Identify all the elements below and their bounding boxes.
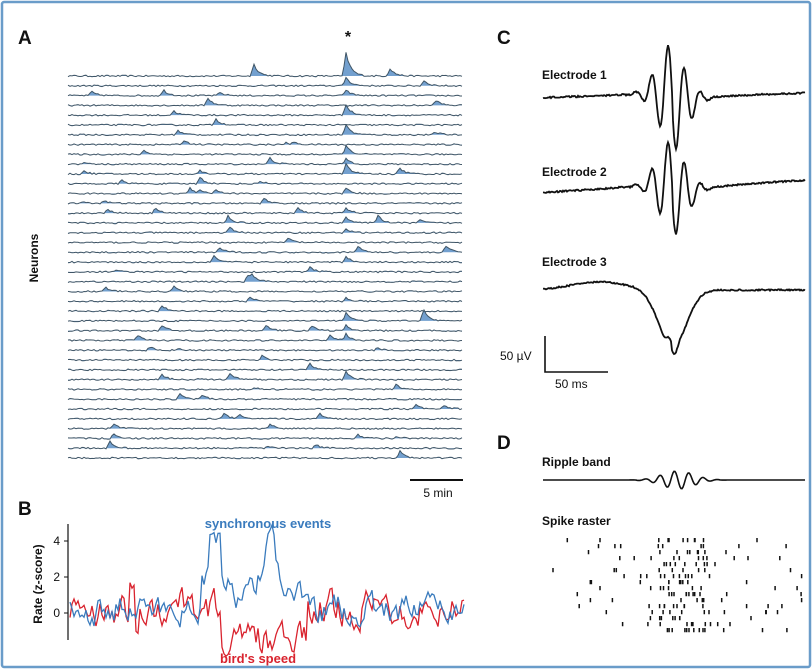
neuron-trace bbox=[67, 383, 463, 391]
neuron-trace bbox=[67, 323, 463, 333]
electrode-1-label: Electrode 1 bbox=[542, 68, 607, 82]
neuron-trace bbox=[67, 88, 462, 98]
neuron-trace bbox=[67, 273, 463, 284]
ytick-label-2: 2 bbox=[53, 570, 60, 584]
panel-b: B Rate (z-score) 4 2 0 synchronous event… bbox=[18, 499, 465, 666]
neuron-trace-fill bbox=[68, 355, 462, 361]
ripple-band-trace bbox=[543, 470, 805, 490]
neuron-traces bbox=[67, 52, 463, 460]
neuron-trace bbox=[67, 226, 463, 235]
neuron-trace bbox=[67, 423, 463, 430]
neuron-trace bbox=[67, 440, 462, 450]
neuron-trace bbox=[67, 392, 463, 401]
neuron-trace bbox=[67, 403, 463, 411]
neuron-trace-fill bbox=[68, 198, 462, 205]
neuron-trace bbox=[67, 449, 463, 460]
scalebar-time-label: 50 ms bbox=[555, 377, 588, 391]
spike-raster-ticks bbox=[552, 538, 803, 633]
neuron-trace bbox=[67, 346, 463, 352]
neuron-trace bbox=[67, 370, 463, 382]
neuron-trace-fill bbox=[68, 309, 462, 322]
legend-sync-events: synchronous events bbox=[205, 516, 331, 531]
neuron-trace-fill bbox=[68, 246, 462, 254]
neuron-trace bbox=[67, 76, 463, 88]
scalebar-voltage-label: 50 µV bbox=[500, 349, 532, 363]
electrode-3-label: Electrode 3 bbox=[542, 255, 607, 269]
neuron-trace bbox=[67, 296, 463, 303]
panel-a-ylabel: Neurons bbox=[27, 233, 41, 282]
neuron-trace bbox=[67, 285, 463, 293]
neuron-trace-fill bbox=[68, 89, 462, 97]
panel-d-letter: D bbox=[497, 433, 511, 454]
panel-b-letter: B bbox=[18, 499, 32, 520]
neuron-trace bbox=[67, 156, 463, 166]
voltage-time-scalebar bbox=[544, 336, 608, 373]
neuron-trace bbox=[67, 186, 463, 195]
neuron-trace bbox=[67, 162, 463, 176]
neuron-trace bbox=[67, 305, 463, 313]
ytick-label-0: 0 bbox=[53, 606, 60, 620]
neuron-trace-fill bbox=[68, 324, 462, 332]
ripple-band-label: Ripple band bbox=[542, 455, 611, 469]
electrode-2-waveform bbox=[542, 139, 806, 235]
sync-events-series-line bbox=[69, 522, 465, 628]
neuron-trace bbox=[67, 97, 463, 107]
neuron-trace bbox=[67, 117, 463, 127]
neuron-trace-fill bbox=[68, 371, 462, 381]
neuron-trace-fill bbox=[68, 306, 462, 312]
neuron-trace bbox=[67, 308, 463, 323]
neuron-trace bbox=[67, 265, 463, 274]
neuron-trace-fill bbox=[68, 441, 462, 449]
panel-b-ylabel: Rate (z-score) bbox=[31, 544, 45, 623]
neuron-trace bbox=[67, 144, 463, 156]
neuron-trace bbox=[68, 206, 463, 215]
panel-c: C Electrode 1 Electrode 2 Electrode 3 50… bbox=[497, 28, 806, 391]
neuron-trace bbox=[67, 52, 463, 78]
neuron-trace bbox=[67, 214, 463, 225]
neuron-trace bbox=[67, 354, 463, 362]
neuron-trace bbox=[67, 254, 463, 264]
neuron-trace bbox=[67, 412, 463, 421]
spike-raster-label: Spike raster bbox=[542, 514, 611, 528]
panel-a-letter: A bbox=[18, 28, 32, 49]
neuron-trace bbox=[67, 332, 463, 342]
neuron-trace bbox=[67, 103, 463, 117]
neuron-trace bbox=[67, 245, 463, 254]
time-scalebar-label: 5 min bbox=[423, 486, 452, 500]
electrode-2-label: Electrode 2 bbox=[542, 165, 607, 179]
neuron-trace bbox=[67, 433, 463, 440]
panel-d: D Ripple band Spike raster bbox=[497, 433, 805, 633]
electrode-1-waveform bbox=[542, 44, 806, 153]
legend-birds-speed: bird's speed bbox=[220, 651, 296, 666]
panel-c-letter: C bbox=[497, 28, 511, 49]
neuron-trace bbox=[67, 197, 463, 205]
electrode-3-waveform bbox=[542, 280, 806, 356]
neuron-trace bbox=[67, 140, 463, 146]
neuron-trace bbox=[67, 237, 463, 244]
panel-a: A Neurons * 5 min bbox=[18, 28, 463, 500]
neuron-trace bbox=[67, 362, 463, 372]
event-marker-star: * bbox=[345, 29, 352, 46]
neuron-trace bbox=[67, 176, 463, 186]
ytick-label-4: 4 bbox=[53, 534, 60, 548]
neuron-trace bbox=[67, 123, 463, 137]
